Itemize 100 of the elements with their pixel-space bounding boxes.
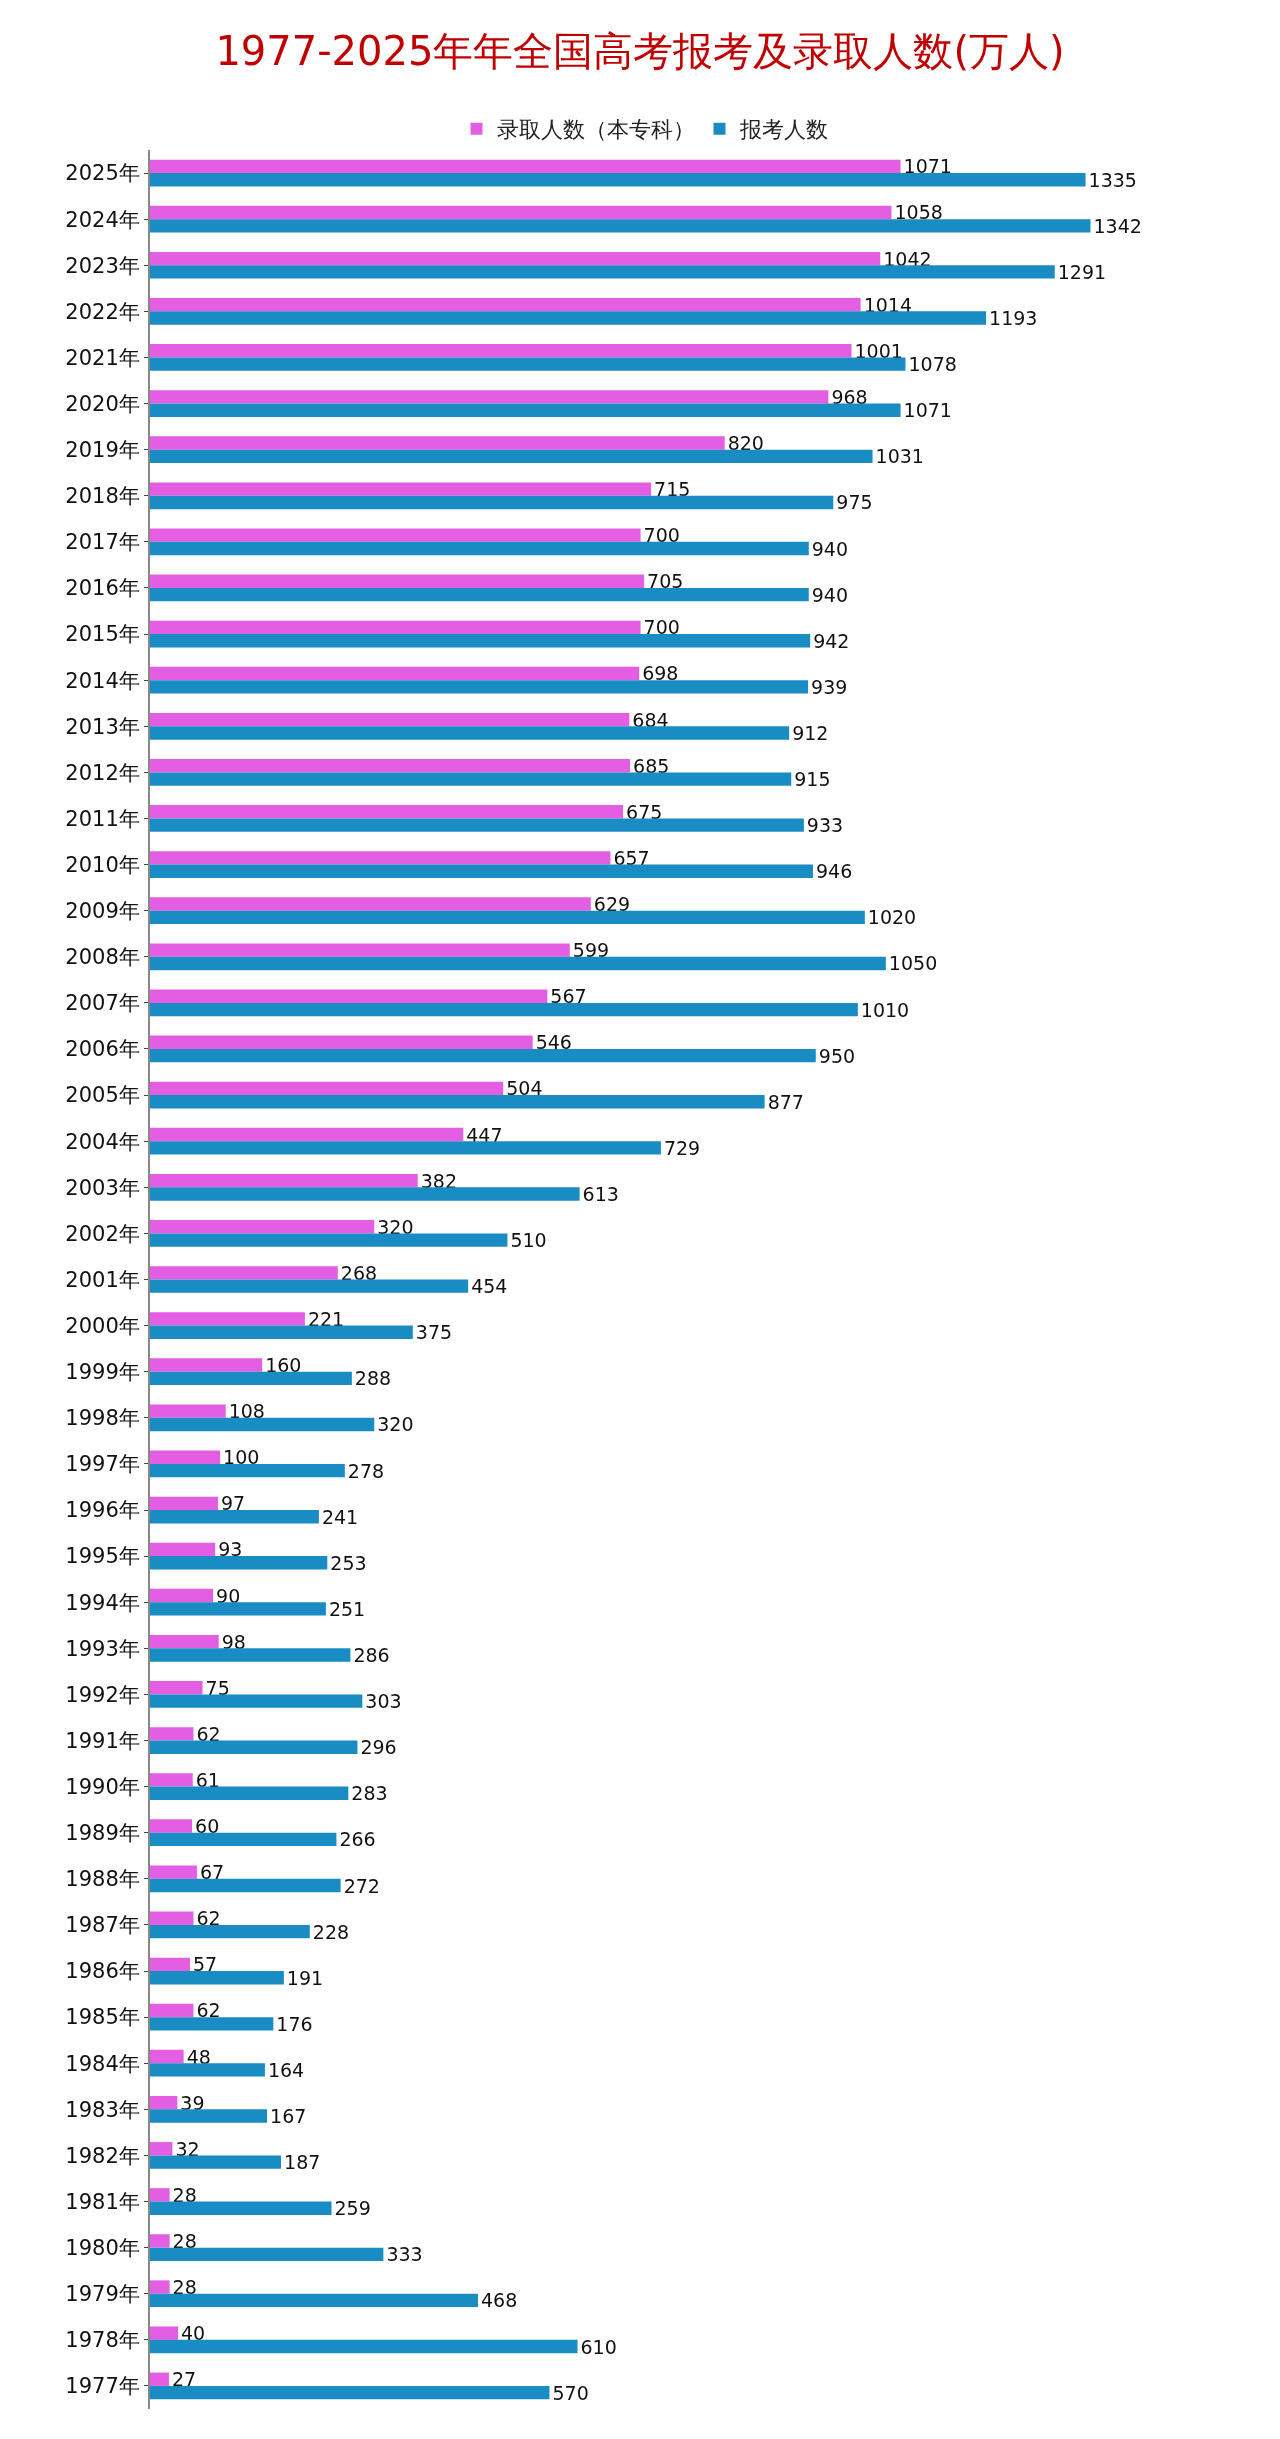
bar — [150, 851, 611, 865]
bar — [150, 2280, 170, 2294]
y-tick-label: 1991年 — [65, 1728, 140, 1753]
bar — [150, 1648, 351, 1662]
y-tick-label: 2009年 — [65, 899, 140, 924]
data-label: 32 — [175, 2137, 200, 2160]
bar — [150, 1588, 214, 1603]
data-label: 567 — [550, 985, 587, 1008]
data-label: 60 — [195, 1815, 220, 1838]
data-label: 98 — [221, 1630, 246, 1653]
bar — [150, 449, 873, 464]
data-label: 1042 — [883, 247, 932, 270]
data-label: 251 — [328, 1597, 366, 1620]
data-label: 946 — [815, 860, 853, 883]
data-label: 259 — [334, 2197, 371, 2220]
y-tick-label: 1992年 — [65, 1682, 140, 1707]
data-label: 62 — [196, 1999, 221, 2022]
bar — [150, 634, 811, 648]
data-label: 382 — [420, 1169, 457, 1192]
data-label: 320 — [377, 1215, 414, 1238]
bar — [150, 1173, 418, 1188]
data-label: 942 — [813, 629, 850, 652]
y-tick-label: 1980年 — [65, 2235, 140, 2260]
data-label: 1010 — [860, 998, 910, 1021]
bar — [150, 943, 570, 957]
data-label: 228 — [312, 1920, 350, 1943]
y-tick-label: 2004年 — [65, 1129, 140, 1154]
bar — [150, 1187, 580, 1201]
y-tick-label: 1981年 — [65, 2189, 140, 2214]
bar — [150, 1740, 358, 1754]
bar — [150, 1035, 533, 1049]
bar — [150, 1312, 305, 1326]
data-label: 375 — [415, 1321, 453, 1344]
data-label: 1193 — [989, 307, 1038, 330]
bar — [150, 2372, 169, 2386]
data-label: 160 — [265, 1354, 302, 1377]
data-label: 187 — [284, 2151, 321, 2174]
data-label: 62 — [196, 1722, 221, 1745]
data-label: 278 — [347, 1459, 385, 1482]
y-tick-label: 2014年 — [65, 668, 140, 693]
data-label: 1342 — [1093, 214, 1142, 237]
bar — [150, 666, 640, 681]
y-tick-label: 2006年 — [65, 1037, 140, 1062]
y-tick-label: 2018年 — [65, 484, 140, 509]
bar — [150, 541, 809, 556]
bar — [150, 2247, 384, 2262]
data-label: 28 — [172, 2276, 197, 2299]
bar — [150, 2063, 265, 2077]
data-label: 940 — [811, 583, 849, 606]
bar — [150, 1727, 194, 1741]
data-label: 912 — [792, 721, 829, 744]
data-label: 975 — [836, 491, 873, 514]
bar — [150, 2017, 274, 2031]
bar — [150, 1510, 319, 1524]
bar — [150, 1220, 375, 1234]
legend-label: 录取人数（本专科） — [496, 117, 695, 143]
bar — [150, 159, 901, 174]
data-label: 915 — [794, 768, 831, 791]
bar — [150, 482, 652, 496]
bar — [150, 1911, 194, 1925]
y-tick-label: 2012年 — [65, 760, 140, 785]
bar — [150, 2234, 170, 2248]
y-tick-label: 2008年 — [65, 945, 140, 970]
data-label: 272 — [343, 1874, 380, 1897]
data-label: 27 — [171, 2368, 197, 2391]
y-tick-label: 2016年 — [65, 576, 140, 601]
bar — [150, 173, 1086, 187]
data-label: 253 — [330, 1551, 367, 1574]
data-label: 877 — [767, 1090, 804, 1113]
y-tick-label: 1993年 — [65, 1636, 140, 1661]
data-label: 286 — [353, 1644, 390, 1667]
bar — [150, 344, 852, 358]
data-label: 700 — [643, 616, 680, 639]
bar — [150, 2142, 173, 2156]
bar — [150, 1450, 221, 1464]
bar — [150, 495, 834, 510]
bar — [150, 1878, 341, 1893]
bar — [150, 2095, 178, 2110]
data-label: 176 — [276, 2012, 313, 2035]
data-label: 468 — [480, 2289, 518, 2312]
data-label: 167 — [270, 2105, 307, 2128]
bar — [150, 1404, 226, 1418]
data-label: 715 — [654, 478, 691, 501]
data-label: 320 — [377, 1413, 414, 1436]
bar — [150, 357, 906, 371]
y-tick-label: 2024年 — [65, 207, 140, 232]
data-label: 613 — [582, 1182, 619, 1205]
bar — [150, 587, 809, 602]
data-label: 940 — [811, 537, 849, 560]
data-label: 1031 — [875, 445, 924, 468]
data-label: 75 — [205, 1676, 230, 1699]
data-label: 40 — [181, 2322, 206, 2345]
bar — [150, 1233, 508, 1247]
bar — [150, 772, 792, 786]
data-label: 939 — [811, 675, 848, 698]
bar — [150, 897, 591, 911]
data-label: 48 — [186, 2045, 211, 2068]
bar — [150, 1417, 375, 1432]
bar — [150, 251, 881, 266]
bar — [150, 956, 886, 971]
